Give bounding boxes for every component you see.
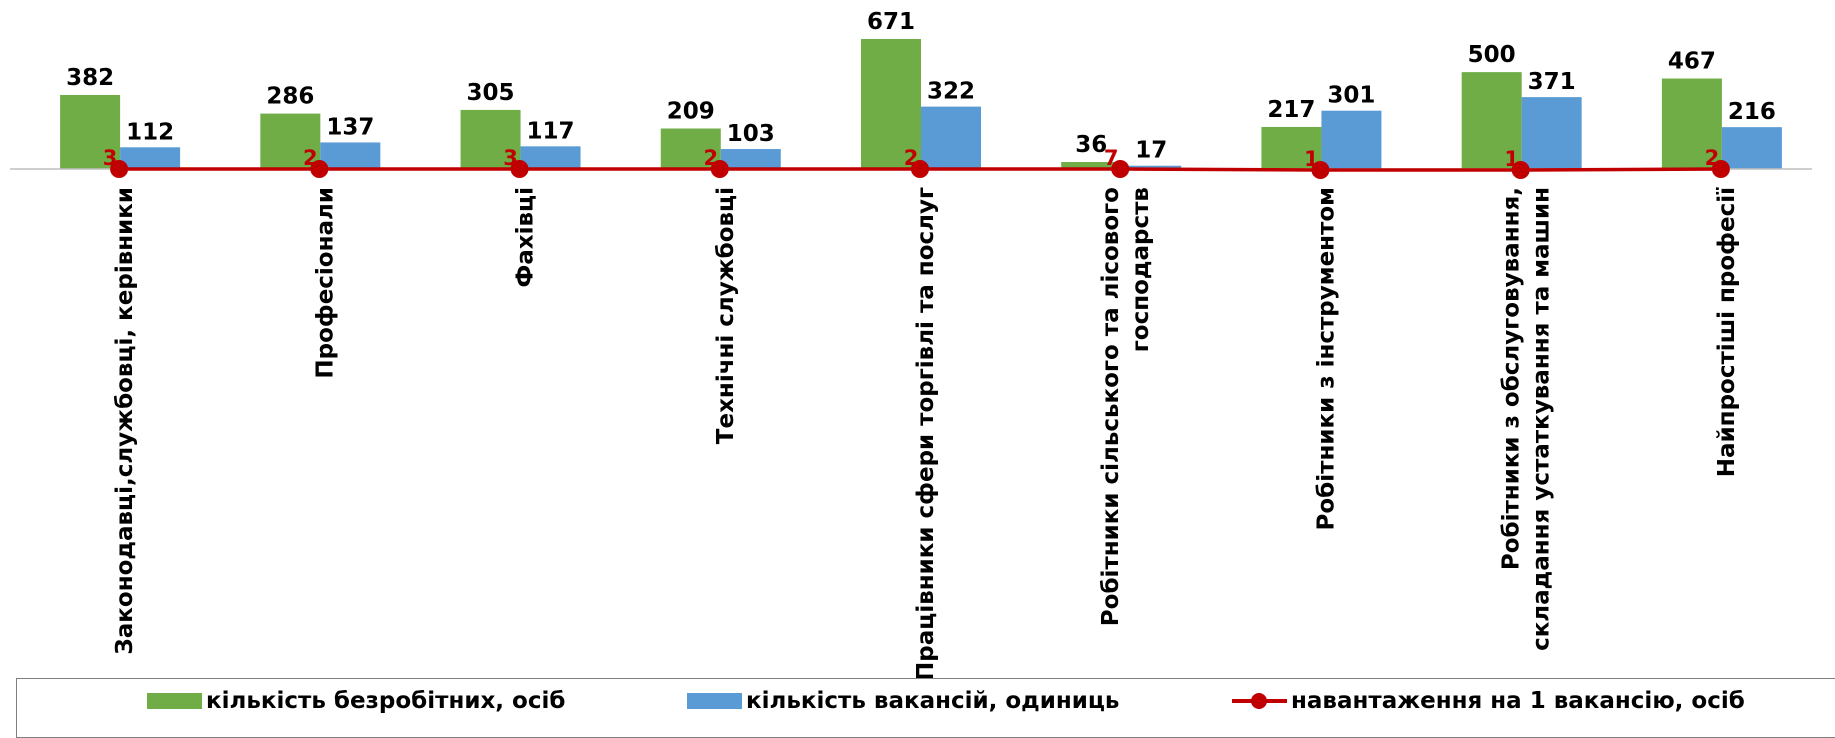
- data-label-vacancies: 137: [326, 114, 374, 140]
- data-label-vacancies: 322: [927, 79, 975, 105]
- bar-vacancies: [921, 106, 981, 169]
- bar-vacancies: [1121, 165, 1182, 169]
- marker-load: [1511, 161, 1530, 179]
- bar-unemployed: [1461, 72, 1522, 169]
- chart: 382 112 286 137 305 117 209 103 671 322 36 17 217 301…: [10, 9, 1835, 738]
- bar-vacancies: [120, 147, 181, 169]
- line-layer: [110, 160, 1730, 179]
- data-label-vacancies: 117: [527, 118, 575, 144]
- bar-unemployed: [460, 109, 521, 169]
- data-label-load: 2: [1705, 146, 1720, 170]
- legend-label-vacancies: кількість вакансій, одиниць: [746, 688, 1120, 714]
- bar-unemployed: [1061, 162, 1122, 169]
- marker-load: [710, 160, 729, 178]
- data-label-vacancies: 216: [1728, 99, 1776, 125]
- bar-unemployed: [1661, 78, 1722, 169]
- marker-load: [110, 160, 129, 178]
- marker-load: [911, 160, 929, 178]
- legend: кількість безробітних, осіб кількість ва…: [16, 678, 1835, 738]
- bar-unemployed: [861, 39, 921, 169]
- data-label-unemployed: 217: [1267, 97, 1315, 123]
- category-label: Робітники з інструментом: [1313, 187, 1339, 530]
- bar-vacancies: [320, 142, 381, 169]
- data-label-unemployed: 671: [867, 9, 915, 35]
- data-label-unemployed: 382: [66, 65, 114, 91]
- bar-unemployed: [260, 113, 321, 169]
- bar-unemployed: [60, 94, 121, 169]
- category-label: Законодавці,службовці, керівники: [112, 187, 138, 655]
- legend-swatch-unemployed: [147, 693, 202, 709]
- marker-load: [1711, 160, 1730, 178]
- data-label-load: 7: [1104, 146, 1119, 170]
- data-label-load: 1: [1504, 147, 1519, 171]
- data-label-unemployed: 286: [266, 84, 314, 110]
- data-label-vacancies: 112: [126, 119, 174, 145]
- category-label: Професіонали: [312, 187, 338, 379]
- bar-unemployed: [1261, 126, 1322, 169]
- data-label-unemployed: 500: [1468, 42, 1516, 68]
- category-label: Фахівці: [513, 187, 539, 288]
- data-label-unemployed: 305: [467, 80, 515, 106]
- bar-unemployed: [660, 128, 721, 169]
- category-label: Найпростіші професії: [1714, 187, 1740, 477]
- data-label-unemployed: 467: [1668, 49, 1716, 75]
- category-label: Робітники сільського та лісового: [1098, 187, 1124, 626]
- data-label-vacancies: 103: [727, 121, 775, 147]
- category-label: складання устаткування та машин: [1529, 187, 1555, 651]
- data-label-load: 3: [103, 146, 118, 170]
- legend-swatch-vacancies: [687, 693, 742, 709]
- legend-item-vacancies: кількість вакансій, одиниць: [687, 688, 1120, 714]
- data-label-vacancies: 17: [1135, 138, 1167, 164]
- marker-load: [1111, 160, 1130, 178]
- bar-vacancies: [1721, 127, 1782, 169]
- category-label: Працівники сфери торгівлі та послуг: [913, 187, 939, 681]
- legend-label-unemployed: кількість безробітних, осіб: [206, 688, 566, 714]
- marker-load: [1311, 161, 1330, 179]
- marker-load: [310, 160, 329, 178]
- category-label: Технічні службовці: [713, 187, 739, 444]
- data-label-load: 3: [503, 146, 518, 170]
- data-label-vacancies: 301: [1327, 83, 1375, 109]
- category-label: Робітники з обслуговування,: [1499, 187, 1525, 570]
- marker-load: [510, 160, 529, 178]
- data-label-unemployed: 36: [1075, 132, 1107, 158]
- legend-item-load: навантаження на 1 вакансію, осіб: [1232, 688, 1745, 714]
- data-label-load: 2: [703, 146, 718, 170]
- legend-label-load: навантаження на 1 вакансію, осіб: [1291, 688, 1745, 714]
- data-label-unemployed: 209: [667, 99, 715, 125]
- data-label-load: 2: [904, 146, 919, 170]
- legend-swatch-load: [1232, 693, 1287, 709]
- bar-vacancies: [520, 146, 581, 169]
- category-label: господарств: [1128, 187, 1154, 352]
- data-label-load: 1: [1304, 147, 1319, 171]
- data-label-load: 2: [303, 146, 318, 170]
- data-label-vacancies: 371: [1528, 69, 1576, 95]
- legend-item-unemployed: кількість безробітних, осіб: [147, 688, 566, 714]
- category-labels: Законодавці,службовці, керівники Професіо…: [112, 187, 1740, 681]
- bar-vacancies: [1521, 97, 1582, 169]
- bars-layer: [60, 39, 1782, 169]
- bar-vacancies: [1321, 110, 1382, 169]
- bar-vacancies: [720, 149, 781, 169]
